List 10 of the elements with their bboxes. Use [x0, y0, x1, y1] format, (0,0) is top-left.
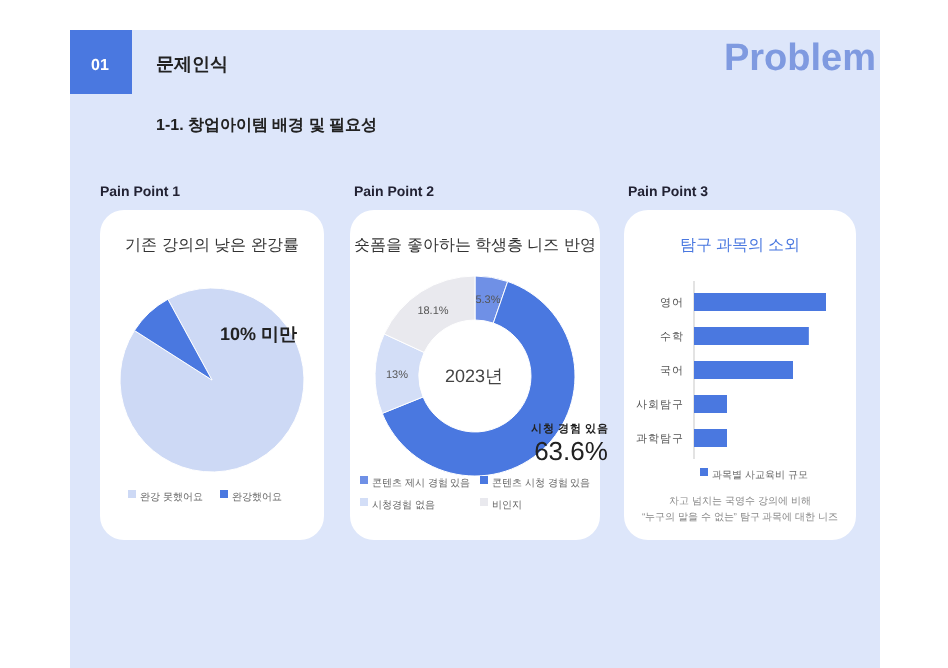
text: 2023년 [444, 366, 504, 386]
chart-title: 탐구 과목의 소외 [679, 236, 801, 254]
text: Problem [723, 38, 877, 80]
chart-title: 숏폼을 좋아하는 학생층 니즈 반영 [354, 236, 596, 254]
text: 1-1. 창업아이템 배경 및 필요성 [156, 116, 378, 134]
data-label: 63.6% [534, 436, 609, 466]
text: 문제인식 [156, 54, 228, 74]
text: 10% 미만 [220, 324, 298, 344]
text: 01 [91, 56, 110, 74]
chart-title: 기존 강의의 낮은 완강률 [125, 236, 299, 254]
